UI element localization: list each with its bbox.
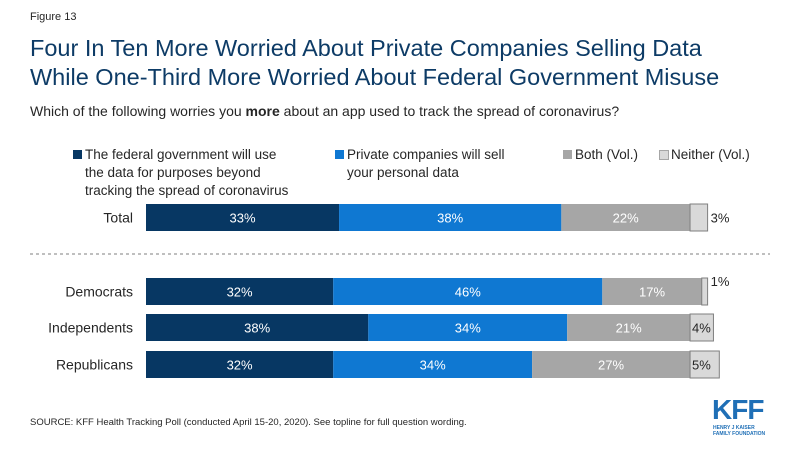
logo-wordmark: KFF bbox=[712, 394, 764, 425]
bar-segment bbox=[333, 278, 603, 305]
legend-label: Both (Vol.) bbox=[575, 147, 639, 162]
bar-segment bbox=[368, 314, 568, 341]
legend-swatch bbox=[563, 150, 572, 159]
data-label: 21% bbox=[616, 321, 642, 336]
bar-segment bbox=[561, 204, 691, 231]
legend-swatch bbox=[659, 150, 669, 160]
data-label: 1% bbox=[711, 274, 730, 289]
logo-subtext: HENRY J KAISER FAMILY FOUNDATION bbox=[713, 425, 766, 437]
title-line-2: While One-Third More Worried About Feder… bbox=[30, 64, 720, 90]
bar-segment bbox=[339, 204, 562, 231]
legend-label: Private companies will sell your persona… bbox=[347, 147, 505, 180]
category-label: Total bbox=[103, 210, 133, 226]
bar-segment bbox=[333, 351, 533, 378]
data-label: 17% bbox=[639, 285, 665, 300]
data-label: 4% bbox=[692, 321, 711, 336]
category-label: Democrats bbox=[65, 284, 133, 300]
data-label: 46% bbox=[455, 285, 481, 300]
bar-segment bbox=[532, 351, 691, 378]
data-label: 3% bbox=[711, 211, 730, 226]
source-note: SOURCE: KFF Health Tracking Poll (conduc… bbox=[30, 417, 467, 428]
data-label: 38% bbox=[244, 321, 270, 336]
legend-label: Neither (Vol.) bbox=[671, 147, 750, 162]
data-label: 32% bbox=[227, 358, 253, 373]
data-label: 34% bbox=[455, 321, 481, 336]
data-label: 5% bbox=[692, 358, 711, 373]
legend-label: The federal government will use the data… bbox=[85, 147, 289, 198]
bar-segment bbox=[701, 277, 709, 306]
bar-segment bbox=[567, 314, 691, 341]
figure-label: Figure 13 bbox=[30, 11, 77, 23]
bar-segment bbox=[146, 351, 334, 378]
bar-segment bbox=[602, 278, 702, 305]
title-line-1: Four In Ten More Worried About Private C… bbox=[30, 35, 702, 61]
category-label: Independents bbox=[48, 320, 133, 336]
bar-segment bbox=[146, 204, 340, 231]
data-label: 22% bbox=[613, 211, 639, 226]
data-label: 34% bbox=[420, 358, 446, 373]
data-label: 32% bbox=[227, 285, 253, 300]
chart-title: Four In Ten More Worried About Private C… bbox=[30, 34, 790, 92]
bar-segment bbox=[146, 314, 369, 341]
legend-swatch bbox=[335, 150, 344, 159]
bar-segment bbox=[689, 203, 709, 232]
subtitle-text-start: Which of the following worries you bbox=[30, 103, 246, 119]
subtitle-text-end: about an app used to track the spread of… bbox=[279, 103, 620, 119]
chart-subtitle: Which of the following worries you more … bbox=[30, 103, 619, 119]
legend-swatch bbox=[73, 150, 82, 159]
category-label: Republicans bbox=[56, 357, 133, 373]
bar-segment bbox=[146, 278, 334, 305]
data-label: 38% bbox=[437, 211, 463, 226]
kff-logo: KFF HENRY J KAISER FAMILY FOUNDATION bbox=[712, 394, 776, 442]
bar-segment bbox=[689, 313, 714, 342]
subtitle-emphasis: more bbox=[245, 103, 280, 119]
data-label: 27% bbox=[598, 358, 624, 373]
bar-segment bbox=[689, 350, 720, 379]
data-label: 33% bbox=[230, 211, 256, 226]
